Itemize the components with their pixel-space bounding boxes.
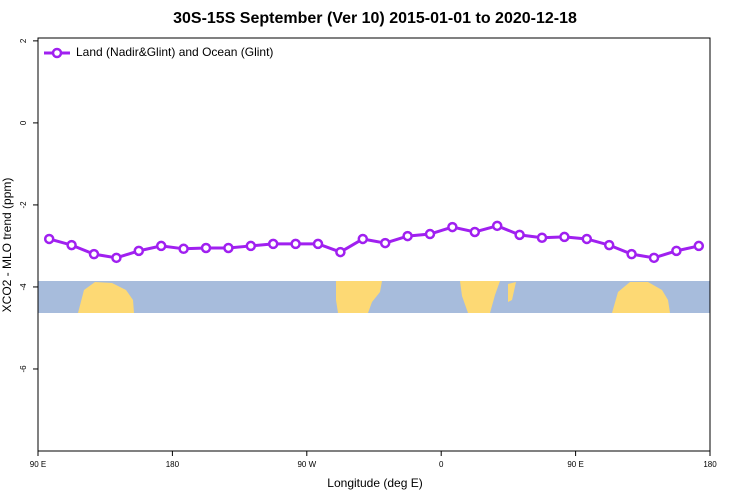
point <box>66 239 77 251</box>
point <box>88 248 100 260</box>
x-tick-label: 180 <box>166 460 180 469</box>
legend-marker <box>51 47 63 59</box>
point <box>693 240 705 252</box>
series-line <box>48 224 700 260</box>
x-axis-label: Longitude (deg E) <box>327 476 422 490</box>
point <box>559 231 570 243</box>
x-tick-label: 90 W <box>297 460 316 469</box>
point <box>290 238 301 250</box>
point <box>312 238 324 250</box>
point <box>223 242 234 254</box>
point <box>424 228 436 240</box>
y-tick-label: -6 <box>19 365 28 373</box>
x-tick-label: 90 E <box>567 460 583 469</box>
point <box>357 233 369 245</box>
point <box>133 245 145 257</box>
plot-frame <box>37 37 711 452</box>
legend-label: Land (Nadir&Glint) and Ocean (Glint) <box>76 45 273 59</box>
point <box>469 226 481 238</box>
point <box>43 233 55 245</box>
point <box>581 233 593 245</box>
point <box>335 246 346 258</box>
point <box>447 221 458 233</box>
point <box>514 229 525 241</box>
point <box>491 220 503 232</box>
point <box>536 232 548 243</box>
y-tick-label: -2 <box>19 201 28 209</box>
point <box>111 252 122 264</box>
x-tick-label: 180 <box>703 460 717 469</box>
point <box>626 248 637 260</box>
point <box>603 239 615 251</box>
chart-title: 30S-15S September (Ver 10) 2015-01-01 to… <box>173 10 577 27</box>
y-axis-label: XCO2 - MLO trend (ppm) <box>0 178 14 313</box>
y-tick-label: 2 <box>19 38 28 43</box>
y-tick-label: 0 <box>19 120 28 125</box>
y-tick-label: -4 <box>19 283 28 291</box>
x-tick-label: 0 <box>439 460 444 469</box>
point <box>245 240 257 252</box>
point <box>267 238 279 250</box>
map-strip <box>38 281 710 313</box>
x-tick-label: 90 E <box>30 460 46 469</box>
point <box>671 245 682 257</box>
point <box>402 230 413 242</box>
point <box>178 243 189 255</box>
point <box>155 240 167 252</box>
point <box>379 237 391 249</box>
point <box>200 242 212 254</box>
point <box>648 252 660 264</box>
